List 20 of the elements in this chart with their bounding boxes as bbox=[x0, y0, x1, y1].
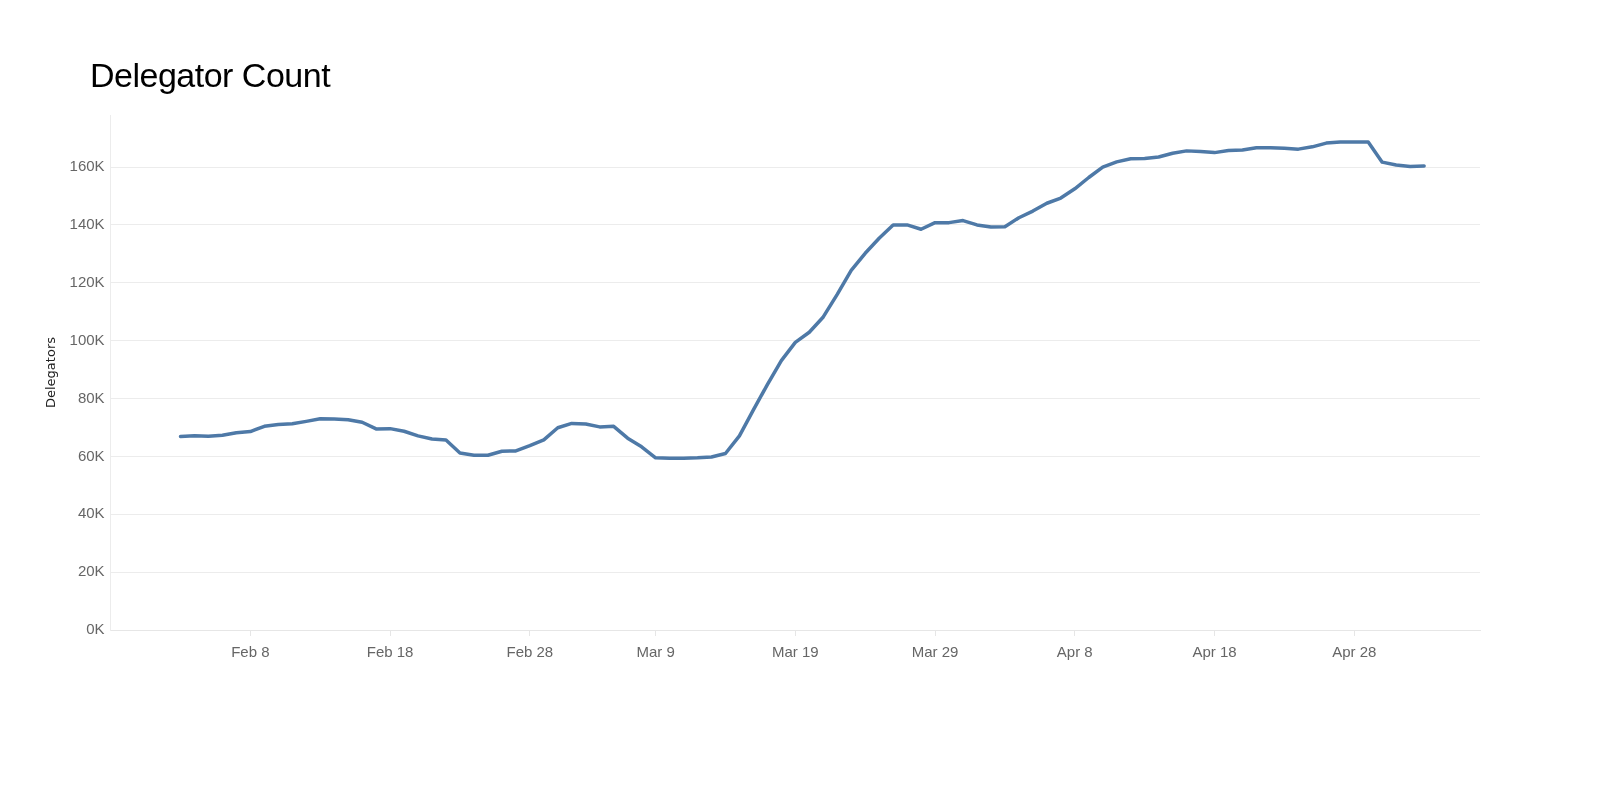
y-tick-label: 100K bbox=[69, 330, 105, 348]
y-tick-label: 160K bbox=[69, 157, 105, 175]
y-tick-label: 140K bbox=[69, 215, 105, 233]
y-tick-label: 40K bbox=[77, 504, 105, 522]
y-tick-label: 80K bbox=[77, 388, 105, 406]
x-tick-label: Mar 29 bbox=[911, 643, 959, 661]
x-tick-label: Apr 8 bbox=[1056, 643, 1093, 661]
x-tick-label: Mar 9 bbox=[636, 643, 675, 661]
chart-title: Delegator Count bbox=[90, 56, 331, 95]
x-tick-label: Apr 18 bbox=[1192, 643, 1237, 661]
y-tick-label: 120K bbox=[69, 272, 105, 290]
x-tick-label: Feb 8 bbox=[231, 643, 270, 661]
y-tick-label: 60K bbox=[77, 446, 105, 464]
x-tick-label: Feb 28 bbox=[506, 643, 554, 661]
x-tick-label: Mar 19 bbox=[771, 643, 819, 661]
x-tick-label: Feb 18 bbox=[366, 643, 414, 661]
y-tick-label: 20K bbox=[77, 562, 105, 580]
y-axis-title: Delegators bbox=[43, 336, 59, 409]
x-tick-label: Apr 28 bbox=[1332, 643, 1377, 661]
y-tick-label: 0K bbox=[86, 620, 105, 638]
